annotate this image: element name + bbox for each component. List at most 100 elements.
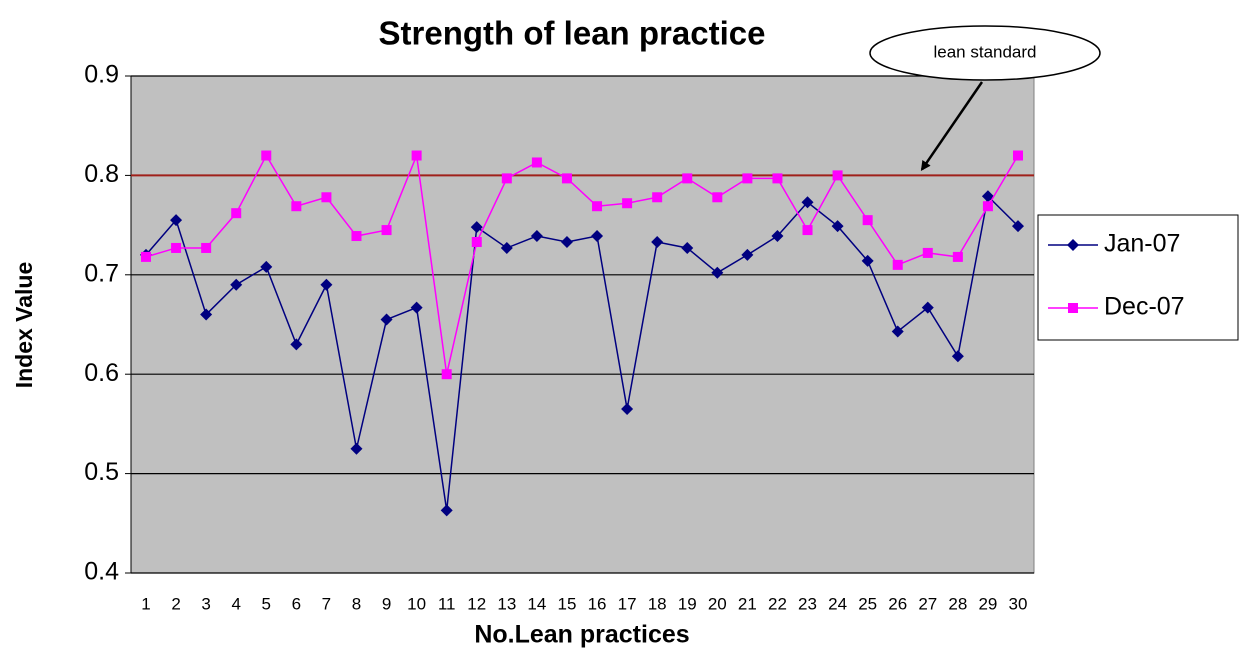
point [771, 230, 784, 243]
point [200, 308, 213, 321]
point [711, 266, 724, 279]
point [682, 173, 693, 184]
point [500, 241, 513, 254]
x-tick-label: 22 [768, 594, 787, 613]
point [440, 504, 453, 517]
point [530, 230, 543, 243]
x-tick-label: 30 [1009, 594, 1028, 613]
x-tick-label: 1 [141, 594, 150, 613]
point [622, 198, 633, 209]
point [802, 225, 813, 236]
point [922, 247, 933, 258]
x-tick-label: 8 [352, 594, 361, 613]
legend-label: Dec-07 [1104, 293, 1185, 321]
y-tick-label: 0.7 [84, 259, 119, 287]
point [741, 248, 754, 261]
point [231, 208, 242, 219]
point [712, 192, 723, 203]
point [351, 231, 362, 242]
point [531, 157, 542, 168]
x-tick-label: 3 [201, 594, 210, 613]
x-axis-label: No.Lean practices [474, 621, 689, 649]
point [592, 201, 603, 212]
x-tick-label: 26 [888, 594, 907, 613]
x-tick-label: 12 [467, 594, 486, 613]
point [652, 192, 663, 203]
x-tick-label: 17 [618, 594, 637, 613]
point [681, 241, 694, 254]
point [862, 215, 873, 226]
annotation-bubble [869, 25, 1101, 81]
point [441, 369, 452, 380]
y-tick-label: 0.4 [84, 558, 119, 586]
point [321, 192, 332, 203]
point [591, 230, 604, 243]
x-tick-label: 25 [858, 594, 877, 613]
y-tick-label: 0.6 [84, 359, 119, 387]
series-line [145, 152, 1019, 375]
x-tick-label: 11 [438, 594, 456, 613]
point [381, 225, 392, 236]
x-tick-label: 19 [678, 594, 697, 613]
x-tick-label: 6 [292, 594, 301, 613]
point [982, 201, 993, 212]
point [832, 170, 843, 181]
chart-title: Strength of lean practice [379, 15, 766, 52]
x-tick-label: 28 [948, 594, 967, 613]
point [501, 173, 512, 184]
y-tick-label: 0.5 [84, 458, 119, 486]
point [952, 251, 963, 262]
point [230, 278, 243, 291]
series-line [145, 194, 1019, 511]
point [892, 259, 903, 270]
point [831, 220, 844, 233]
point [171, 242, 182, 253]
point [320, 278, 333, 291]
point [801, 196, 814, 209]
point [1013, 150, 1023, 161]
point [861, 254, 874, 267]
x-tick-label: 24 [828, 594, 847, 613]
x-tick-label: 14 [527, 594, 546, 613]
point [380, 313, 393, 326]
plot-area [130, 75, 1035, 574]
point [470, 221, 483, 234]
y-axis-label: Index Value [11, 262, 37, 389]
point [350, 442, 363, 455]
point [621, 402, 634, 415]
point [1012, 220, 1024, 233]
x-tick-label: 16 [588, 594, 607, 613]
point [981, 190, 994, 203]
x-tick-label: 13 [497, 594, 516, 613]
x-tick-label: 10 [407, 594, 426, 613]
point [561, 173, 572, 184]
point [1067, 239, 1079, 251]
point [201, 242, 212, 253]
legend-box [1037, 214, 1239, 341]
point [891, 325, 904, 338]
x-tick-label: 2 [171, 594, 180, 613]
point [921, 301, 934, 314]
point [291, 201, 302, 212]
point [141, 251, 151, 262]
point [170, 214, 183, 227]
point [471, 236, 482, 247]
point [651, 235, 664, 248]
y-tick-label: 0.8 [84, 160, 119, 188]
legend-label: Jan-07 [1104, 230, 1180, 258]
x-tick-label: 4 [231, 594, 240, 613]
annotation-label: lean standard [933, 42, 1036, 61]
point [261, 150, 272, 161]
x-tick-label: 27 [918, 594, 937, 613]
x-tick-label: 9 [382, 594, 391, 613]
x-tick-label: 23 [798, 594, 817, 613]
point [951, 350, 964, 363]
point [410, 301, 423, 314]
x-tick-label: 7 [322, 594, 331, 613]
x-tick-label: 5 [262, 594, 271, 613]
annotation-arrow [920, 81, 984, 172]
point [560, 235, 573, 248]
point [1068, 303, 1078, 313]
point [772, 173, 783, 184]
